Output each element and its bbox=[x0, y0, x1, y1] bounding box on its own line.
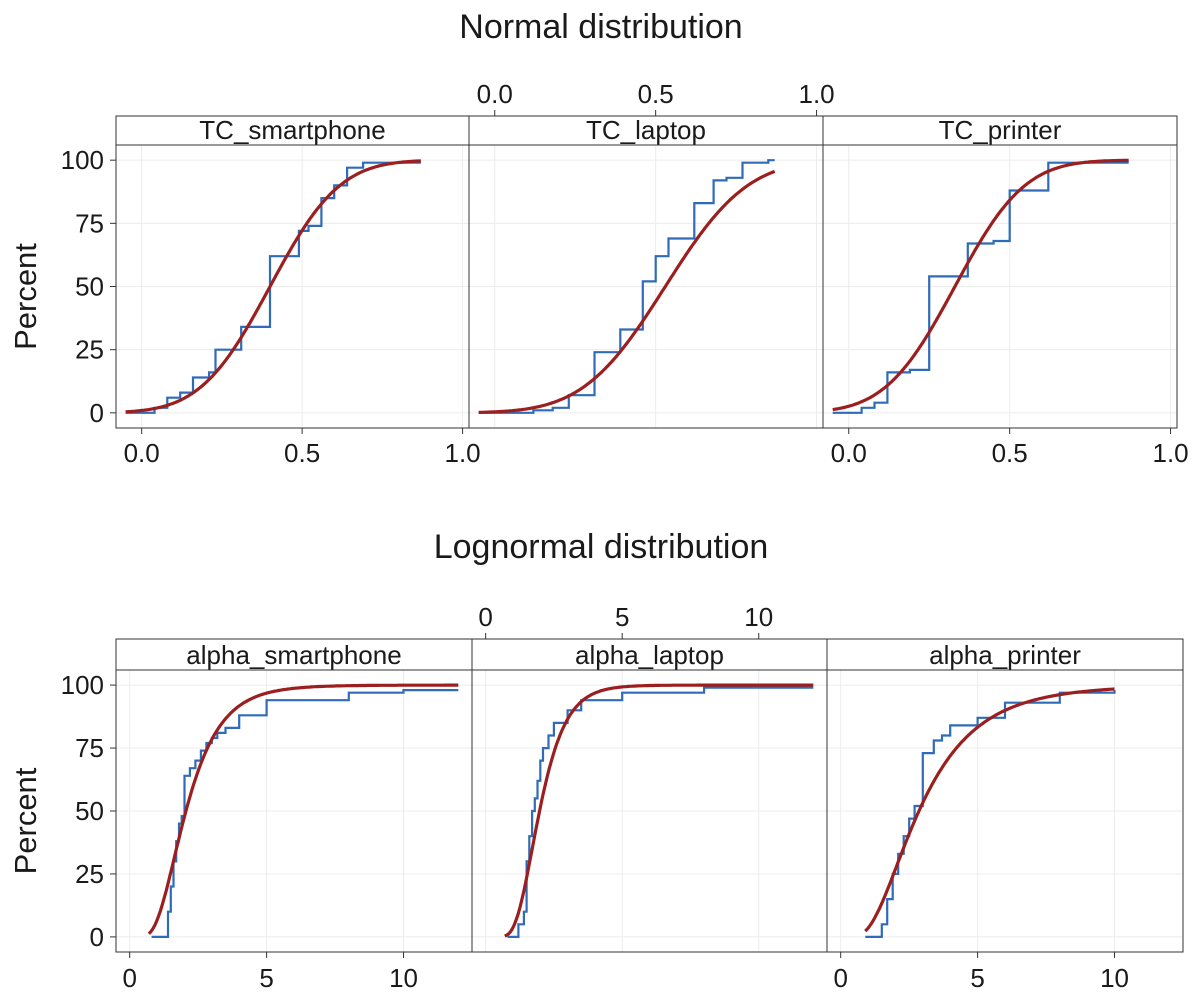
x-tick-label-bottom: 0.0 bbox=[124, 438, 160, 468]
panel-strip-label: TC_printer bbox=[939, 115, 1062, 145]
chart-normal: Normal distribution Percent 0 25 50 75 100 TC_s… bbox=[8, 8, 1189, 468]
fitted-cdf-curve bbox=[147, 683, 459, 935]
y-tick-label: 75 bbox=[75, 733, 104, 763]
x-tick-label-bottom: 0 bbox=[833, 963, 847, 993]
x-tick-label-bottom: 0 bbox=[122, 963, 136, 993]
x-tick-label-top: 5 bbox=[615, 602, 629, 632]
ecdf-step-line bbox=[125, 161, 421, 414]
panel-strip bbox=[822, 115, 1178, 146]
ecdf-step-line bbox=[507, 686, 814, 938]
fitted-cdf-curve bbox=[478, 169, 776, 414]
ecdf-step-line bbox=[865, 690, 1116, 938]
y-tick-label: 25 bbox=[75, 859, 104, 889]
y-tick-label: 75 bbox=[75, 208, 104, 238]
x-tick-label-top: 0 bbox=[478, 602, 492, 632]
x-tick-label-top: 1.0 bbox=[798, 79, 834, 109]
y-axis-label: Percent bbox=[8, 243, 43, 350]
panel-alpha_smartphone: alpha_smartphone 0 5 10 bbox=[115, 638, 473, 993]
x-tick-label-bottom: 0.5 bbox=[284, 438, 320, 468]
panel-strip-label: TC_smartphone bbox=[199, 115, 385, 145]
panel-strip-label: alpha_smartphone bbox=[186, 640, 401, 670]
ecdf-step-line bbox=[151, 689, 459, 938]
x-tick-label-bottom: 1.0 bbox=[1152, 438, 1188, 468]
x-tick-label-top: 0.0 bbox=[477, 79, 513, 109]
panel-alpha_laptop: alpha_laptop 0 5 10 bbox=[471, 602, 828, 953]
panel-strip-label: TC_laptop bbox=[586, 115, 706, 145]
panel-TC_smartphone: TC_smartphone 0.0 0.5 1.0 bbox=[115, 115, 481, 468]
ecdf-step-line bbox=[478, 159, 775, 414]
x-tick-label-bottom: 5 bbox=[259, 963, 273, 993]
panel-strip-label: alpha_printer bbox=[929, 640, 1081, 670]
y-tick-label: 0 bbox=[90, 398, 104, 428]
panel-strip bbox=[471, 638, 828, 671]
y-tick-label: 100 bbox=[61, 145, 104, 175]
x-tick-label-bottom: 10 bbox=[389, 963, 418, 993]
panel-strip bbox=[115, 638, 473, 671]
fitted-cdf-curve bbox=[125, 159, 421, 414]
y-tick-label: 25 bbox=[75, 335, 104, 365]
y-tick-label: 50 bbox=[75, 796, 104, 826]
panel-TC_laptop: TC_laptop 0.0 0.5 1.0 bbox=[468, 79, 835, 429]
x-tick-label-top: 10 bbox=[744, 602, 773, 632]
panel-strip bbox=[826, 638, 1184, 671]
x-tick-label-top: 0.5 bbox=[638, 79, 674, 109]
panel-strip-label: alpha_laptop bbox=[575, 640, 724, 670]
chart-title: Lognormal distribution bbox=[434, 528, 769, 566]
fitted-cdf-curve bbox=[864, 687, 1115, 933]
x-tick-label-bottom: 5 bbox=[970, 963, 984, 993]
x-tick-label-bottom: 0.5 bbox=[992, 438, 1028, 468]
y-axis-label: Percent bbox=[8, 767, 43, 874]
ecdf-step-line bbox=[832, 161, 1129, 414]
panel-alpha_printer: alpha_printer 0 5 10 bbox=[826, 638, 1184, 993]
y-tick-label: 50 bbox=[75, 272, 104, 302]
fitted-cdf-curve bbox=[504, 683, 814, 938]
x-tick-label-bottom: 10 bbox=[1100, 963, 1129, 993]
x-tick-label-bottom: 1.0 bbox=[445, 438, 481, 468]
fitted-cdf-curve bbox=[832, 158, 1129, 412]
y-tick-label: 0 bbox=[90, 922, 104, 952]
y-tick-label: 100 bbox=[61, 670, 104, 700]
x-tick-label-bottom: 0.0 bbox=[831, 438, 867, 468]
panel-strip bbox=[468, 115, 824, 146]
panel-TC_printer: TC_printer 0.0 0.5 1.0 bbox=[822, 115, 1189, 468]
chart-title: Normal distribution bbox=[459, 8, 742, 46]
chart-lognormal: Lognormal distributionPercent0255075100a… bbox=[8, 528, 1184, 993]
panel-strip bbox=[115, 115, 470, 146]
